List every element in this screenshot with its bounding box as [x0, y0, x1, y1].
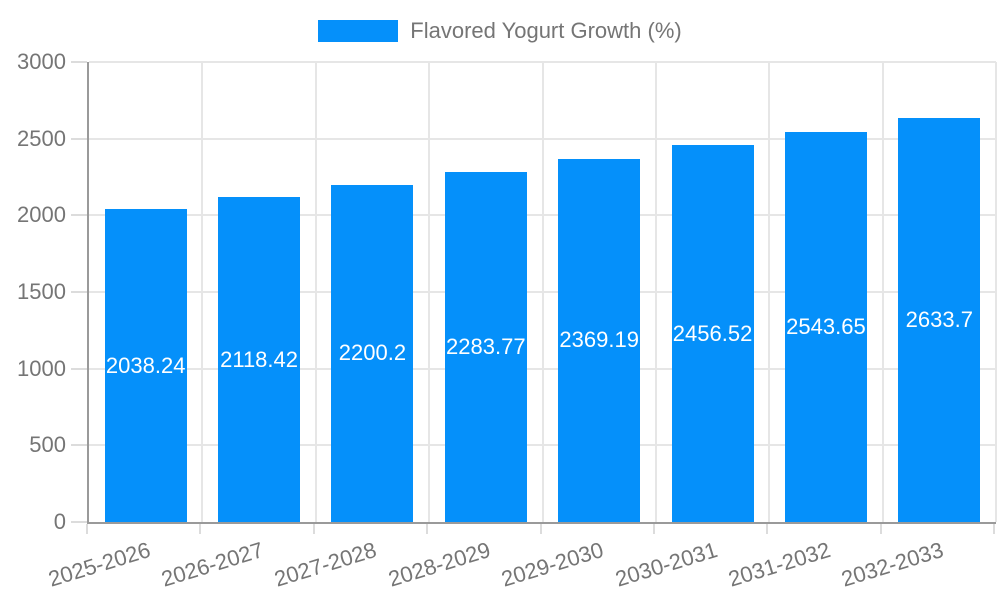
y-axis-label: 2500	[17, 125, 66, 151]
chart-legend: Flavored Yogurt Growth (%)	[0, 20, 1000, 42]
x-axis-tick	[199, 524, 202, 534]
y-axis-label: 500	[29, 432, 66, 458]
bar-value-label: 2038.24	[105, 352, 186, 378]
x-axis-tick	[652, 524, 655, 534]
v-gridline	[768, 62, 771, 522]
y-axis-label: 2000	[17, 202, 66, 228]
x-axis-label: 2032-2033	[838, 537, 947, 592]
y-axis-tick	[71, 367, 87, 370]
v-gridline	[995, 62, 997, 522]
y-axis-tick	[71, 137, 87, 140]
y-axis-tick	[71, 214, 87, 217]
legend-label: Flavored Yogurt Growth (%)	[410, 18, 682, 43]
x-axis-tick	[879, 524, 882, 534]
legend-item[interactable]: Flavored Yogurt Growth (%)	[318, 18, 682, 43]
v-gridline	[201, 62, 204, 522]
bar[interactable]	[898, 118, 981, 522]
x-axis-label: 2025-2026	[45, 537, 153, 592]
bar-value-label: 2633.7	[905, 307, 973, 333]
x-axis-tick	[993, 524, 995, 534]
y-axis-label: 0	[53, 509, 66, 534]
bar-value-label: 2456.52	[672, 320, 753, 346]
x-axis-tick	[539, 524, 542, 534]
x-axis-label: 2028-2029	[385, 537, 494, 592]
y-axis-label: 1000	[17, 355, 66, 381]
y-axis-tick	[71, 521, 87, 523]
v-gridline	[314, 62, 317, 522]
x-axis-label: 2026-2027	[158, 537, 267, 592]
v-gridline	[881, 62, 884, 522]
bar-value-label: 2283.77	[446, 333, 526, 359]
x-axis-label: 2029-2030	[498, 537, 607, 592]
bar-value-label: 2118.42	[220, 346, 299, 372]
legend-swatch	[318, 20, 399, 42]
bar[interactable]	[331, 184, 414, 522]
bar-value-label: 2369.19	[559, 327, 639, 353]
x-axis-label: 2031-2032	[725, 537, 834, 592]
x-axis-label: 2030-2031	[611, 537, 720, 592]
plot-area: 2038.24 2118.42 2200.2 2283.77 2369.19 2456.5…	[87, 61, 997, 524]
bar[interactable]	[671, 145, 754, 522]
y-axis-tick	[71, 61, 87, 63]
bar[interactable]	[104, 209, 187, 522]
y-axis-label: 1500	[17, 279, 66, 304]
v-gridline	[541, 62, 544, 522]
y-axis-label: 3000	[17, 49, 66, 74]
bar[interactable]	[444, 171, 527, 522]
v-gridline	[428, 62, 431, 522]
x-axis-tick	[426, 524, 429, 534]
bar[interactable]	[558, 158, 641, 522]
y-axis-tick	[71, 291, 87, 293]
bar[interactable]	[784, 131, 867, 522]
v-gridline	[654, 62, 657, 522]
x-axis-tick	[86, 524, 88, 534]
y-axis-tick	[71, 444, 87, 447]
x-axis-label: 2027-2028	[271, 537, 380, 592]
bar[interactable]	[218, 197, 301, 522]
bar-value-label: 2543.65	[786, 313, 866, 339]
x-axis-tick	[312, 524, 315, 534]
bar-value-label: 2200.2	[338, 340, 407, 366]
x-axis-tick	[766, 524, 769, 534]
